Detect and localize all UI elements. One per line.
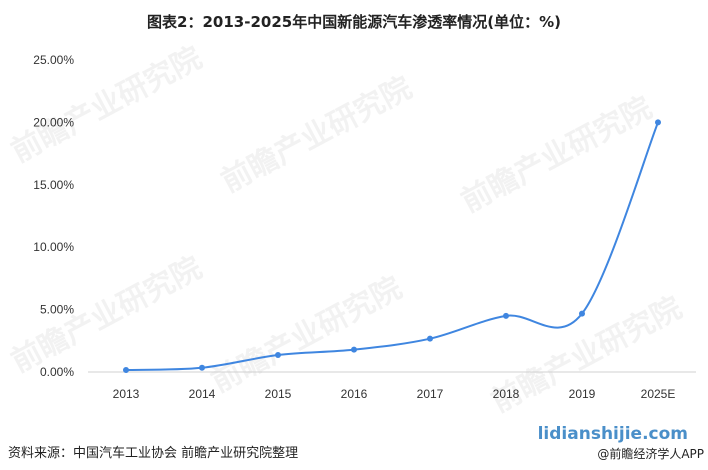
y-tick-label: 10.00% [33,240,74,254]
y-tick-label: 5.00% [40,303,74,317]
x-tick-label: 2017 [417,387,444,401]
data-point [275,352,281,359]
y-tick-label: 0.00% [40,365,74,379]
chart-title: 图表2：2013-2025年中国新能源汽车渗透率情况(单位：%) [147,13,561,31]
x-tick-label: 2025E [641,387,676,401]
x-tick-label: 2019 [569,387,596,401]
y-tick-label: 25.00% [33,53,74,67]
brand-app: @前瞻经济学人APP [597,447,704,461]
data-point [655,119,661,126]
x-tick-label: 2015 [265,387,292,401]
y-tick-label: 20.00% [33,115,74,129]
data-point [199,364,205,371]
x-tick-label: 2014 [189,387,216,401]
y-tick-label: 15.00% [33,178,74,192]
data-point [427,335,433,342]
x-tick-label: 2016 [341,387,368,401]
data-point [123,367,129,374]
source-note: 资料来源：中国汽车工业协会 前瞻产业研究院整理 [8,446,299,461]
data-point [503,312,509,319]
brand-url: lidianshijie.com [537,424,688,444]
data-point [579,310,585,317]
series-line [125,122,659,372]
x-tick-label: 2018 [493,387,520,401]
x-tick-label: 2013 [113,387,140,401]
data-point [351,346,357,353]
